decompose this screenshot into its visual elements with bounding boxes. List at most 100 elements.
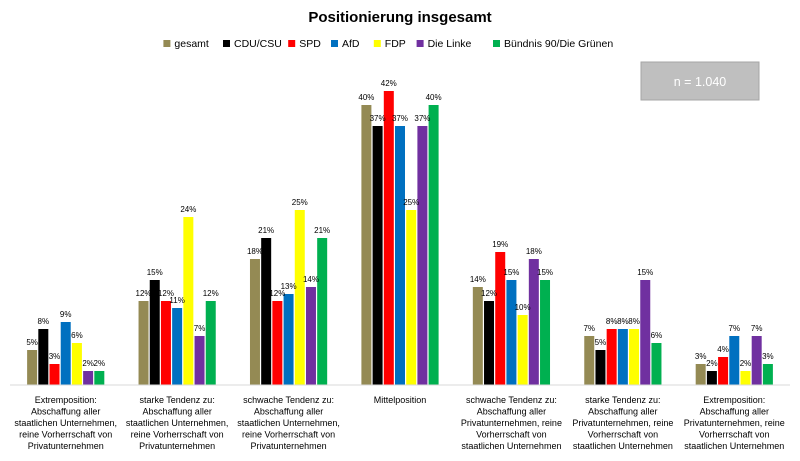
- bar: [94, 371, 105, 385]
- data-label: 5%: [595, 338, 607, 347]
- bar: [695, 364, 706, 385]
- legend-label: FDP: [385, 38, 406, 50]
- data-label: 2%: [740, 359, 752, 368]
- data-label: 15%: [537, 268, 553, 277]
- bar: [60, 322, 71, 385]
- bar: [617, 329, 628, 385]
- bar: [751, 336, 762, 385]
- bar: [428, 105, 439, 385]
- legend-label: Die Linke: [428, 38, 472, 50]
- bar: [651, 343, 662, 385]
- bar: [706, 371, 717, 385]
- data-label: 18%: [526, 247, 542, 256]
- data-label: 9%: [60, 310, 72, 319]
- legend-swatch: [416, 40, 424, 47]
- data-label: 15%: [147, 268, 163, 277]
- data-label: 2%: [82, 359, 94, 368]
- data-label: 11%: [169, 296, 184, 305]
- legend-label: CDU/CSU: [234, 38, 282, 50]
- bar: [205, 301, 216, 385]
- data-label: 7%: [583, 324, 595, 333]
- data-label: 37%: [392, 114, 408, 123]
- bar: [472, 287, 483, 385]
- data-label: 15%: [503, 268, 519, 277]
- bar: [372, 126, 383, 385]
- data-label: 37%: [414, 114, 430, 123]
- data-label: 2%: [94, 359, 106, 368]
- bar: [606, 329, 617, 385]
- data-label: 7%: [194, 324, 206, 333]
- bar: [484, 301, 495, 385]
- bar: [406, 210, 417, 385]
- data-label: 8%: [628, 317, 640, 326]
- bar: [194, 336, 205, 385]
- category-label: schwache Tendenz zu: Abschaffung aller sta…: [237, 395, 340, 451]
- legend-label: AfD: [342, 38, 360, 50]
- data-label: 19%: [492, 240, 508, 249]
- data-label: 2%: [706, 359, 718, 368]
- data-label: 7%: [729, 324, 741, 333]
- data-label: 12%: [481, 289, 497, 298]
- bar: [383, 91, 394, 385]
- bar: [283, 294, 294, 385]
- data-label: 40%: [426, 93, 442, 102]
- bar: [495, 252, 506, 385]
- data-label: 12%: [158, 289, 174, 298]
- bar: [506, 280, 517, 385]
- bar: [528, 259, 539, 385]
- data-label: 24%: [180, 205, 196, 214]
- category-label: schwache Tendenz zu: Abschaffung aller Pri…: [461, 395, 562, 451]
- sample-size-box: n = 1.040: [640, 61, 760, 101]
- data-label: 3%: [695, 352, 707, 361]
- data-labels: 5%8%3%9%6%2% 2%12%15%12%11%24%7%12%18%21%…: [26, 79, 773, 368]
- chart-title: Positionierung insgesamt: [308, 9, 491, 26]
- data-label: 40%: [358, 93, 374, 102]
- bar: [83, 371, 94, 385]
- data-label: 12%: [136, 289, 152, 298]
- data-label: 8%: [606, 317, 618, 326]
- legend-swatch: [373, 40, 381, 47]
- bar: [629, 329, 640, 385]
- bar: [183, 217, 194, 385]
- bar: [261, 238, 272, 385]
- data-label: 3%: [762, 352, 774, 361]
- data-label: 6%: [71, 331, 83, 340]
- bar: [361, 105, 372, 385]
- data-label: 5%: [26, 338, 38, 347]
- bar: [595, 350, 606, 385]
- legend-swatch: [331, 40, 338, 47]
- data-label: 7%: [751, 324, 763, 333]
- data-label: 42%: [381, 79, 397, 88]
- bar: [540, 280, 551, 385]
- bar: [305, 287, 316, 385]
- bar: [138, 301, 149, 385]
- data-label: 25%: [292, 198, 308, 207]
- data-label: 12%: [203, 289, 219, 298]
- data-label: 3%: [49, 352, 61, 361]
- category-label: starke Tendenz zu: Abschaffung aller staat…: [126, 395, 229, 451]
- bar: [729, 336, 740, 385]
- data-label: 14%: [303, 275, 319, 284]
- bar: [317, 238, 328, 385]
- category-labels: Extremposition: Abschaffung aller staatlic…: [14, 395, 784, 451]
- data-label: 21%: [314, 226, 330, 235]
- bar: [249, 259, 260, 385]
- bar: [718, 357, 729, 385]
- legend-swatch: [288, 40, 296, 47]
- bar: [395, 126, 405, 385]
- data-label: 8%: [617, 317, 629, 326]
- bar: [417, 126, 428, 385]
- data-label: 25%: [403, 198, 419, 207]
- legend-swatch: [223, 40, 230, 47]
- bar: [517, 315, 528, 385]
- bar: [272, 301, 283, 385]
- bar: [49, 364, 60, 385]
- bar: [172, 308, 183, 385]
- bar: [584, 336, 595, 385]
- data-label: 6%: [651, 331, 663, 340]
- bar: [160, 301, 171, 385]
- legend-label: SPD: [299, 38, 321, 50]
- data-label: 37%: [370, 114, 386, 123]
- category-label: Mittelposition: [374, 395, 427, 405]
